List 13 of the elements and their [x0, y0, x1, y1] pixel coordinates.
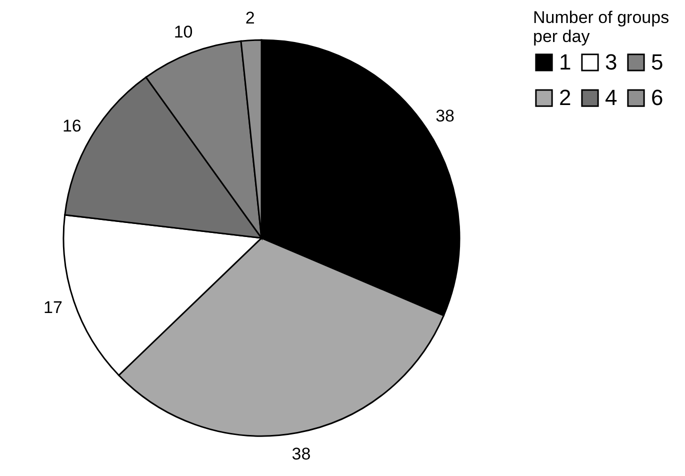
legend-label: 4	[605, 85, 618, 110]
data-label: 38	[436, 106, 454, 126]
data-label: 10	[174, 22, 193, 42]
legend-label: 6	[651, 85, 664, 110]
data-label: 16	[62, 116, 82, 136]
legend-label: 3	[605, 49, 618, 74]
legend-label: 5	[651, 49, 664, 74]
data-label: 38	[292, 444, 311, 464]
data-label: 2	[245, 8, 255, 28]
legend-label: 2	[559, 85, 572, 110]
data-label: 17	[44, 298, 62, 318]
legend-title: Number of groups per day	[533, 8, 670, 46]
legend-label: 1	[559, 49, 572, 74]
